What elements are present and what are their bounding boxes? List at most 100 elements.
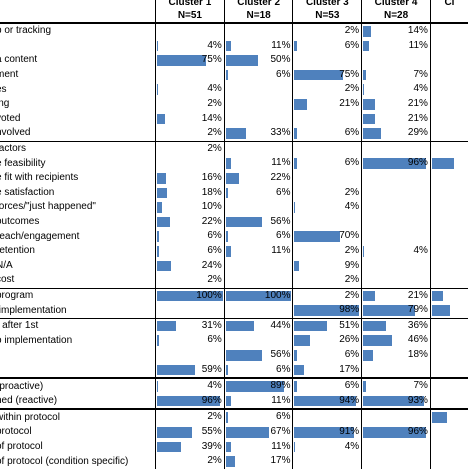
row-label: program [0,287,156,304]
cell-cluster-4: 21% [361,96,431,112]
row-label: of protocol [0,440,43,452]
percent-bar [294,350,297,361]
percent-label: 6% [344,380,360,392]
percent-label: 6% [344,349,360,361]
percent-label: 7% [413,68,428,80]
percent-label: 39% [201,440,222,452]
percent-label: 29% [407,127,428,139]
cell-cluster-4: 93% [361,393,431,410]
cell-cluster-4 [361,214,431,230]
table-row: p or tracking 2% 14% [0,23,468,39]
header-blank-2 [0,9,156,24]
percent-label: 75% [201,54,222,66]
table-row: a content 75% 50% [0,53,468,68]
cell-cluster-4: 36% [361,317,431,334]
percent-bar [431,305,451,316]
row-label: e feasibility [0,157,46,169]
percent-label: 70% [339,230,360,242]
cell-cluster-1 [155,303,225,319]
percent-bar [294,158,297,169]
cell-cluster-2 [223,111,293,127]
percent-label: 2% [207,274,222,286]
percent-label: 46% [407,334,428,346]
percent-label: 44% [270,319,291,331]
row-label: cost [0,274,15,286]
percent-label: 21% [407,97,428,109]
cell-cluster-3: 4% [292,439,362,455]
percent-bar [363,26,371,37]
table-row: e fit with recipients 16% 22% [0,170,468,186]
percent-label: 75% [339,68,360,80]
table-row: e feasibility 11% 6% 96% [0,156,468,171]
cell-cluster-3: 51% [292,317,362,334]
percent-bar [225,216,262,228]
percent-label: 6% [344,39,360,51]
percent-label: 2% [344,25,360,36]
percent-bar [157,260,172,272]
percent-bar [363,69,366,81]
percent-label: 7% [413,380,428,392]
cell-cluster-2: 89% [223,377,293,394]
percent-label: 2% [344,186,360,198]
percent-bar [157,395,221,407]
percent-label: 6% [276,230,291,242]
cell-cluster-5-cut [429,126,468,142]
cell-cluster-5-cut [429,23,468,39]
cell-cluster-4 [361,140,431,157]
percent-label: 100% [264,289,291,301]
cell-cluster-4 [361,53,431,68]
cell-cluster-2: 44% [223,317,293,334]
percent-bar [363,381,366,392]
percent-bar [157,55,206,66]
percent-label: 11% [271,39,291,51]
percent-bar [157,320,177,332]
cell-cluster-2: 11% [223,38,293,54]
cell-cluster-4: 21% [361,111,431,127]
percent-label: 91% [339,426,360,438]
cell-cluster-3: 2% [292,273,362,289]
cell-cluster-1: 14% [155,111,225,127]
table-row: nvolved 2% 33% 6% 29% [0,126,468,142]
percent-label: 93% [407,394,428,406]
cell-cluster-5-cut [429,273,468,289]
percent-label: 79% [407,304,428,316]
row-label: retention [0,245,35,257]
row-label: a content [0,54,38,66]
percent-label: 6% [344,127,360,139]
percent-label: 100% [196,289,222,301]
percent-label: 10% [201,201,222,213]
table-row: (proactive) 4% 89% 6% 7% [0,377,468,394]
row-label: protocol [0,426,32,438]
cell-cluster-4 [361,408,431,426]
cell-cluster-1: 2% [155,140,225,157]
percent-bar [225,381,285,392]
header-cluster-5-cut: Cl [429,0,468,9]
percent-bar [157,113,165,125]
cell-cluster-1: 4% [155,82,225,97]
percent-bar [157,187,168,199]
percent-bar [363,40,369,52]
header-n-4: N=28 [361,9,431,24]
percent-label: 4% [413,83,428,95]
percent-label: 6% [207,230,222,242]
cell-cluster-4 [361,258,431,274]
cell-cluster-4: 21% [361,287,431,304]
cell-cluster-2: 11% [223,439,293,455]
cell-cluster-3: 17% [292,362,362,379]
percent-label: 11% [271,440,291,452]
header-cluster-1: Cluster 1 [155,0,225,9]
cell-cluster-4: 7% [361,67,431,83]
percent-bar [157,441,182,453]
row-label: of protocol (condition specific) [0,455,129,467]
cell-cluster-1: 16% [155,170,225,186]
table-row: reach/engagement 6% 6% 70% [0,229,468,244]
cell-cluster-3: 2% [292,243,362,259]
percent-label: 21% [407,289,428,301]
percent-bar [363,350,374,361]
cell-cluster-2: 56% [223,348,293,363]
header-cluster-3: Cluster 3 [292,0,362,9]
table-row: of protocol 39% 11% 4% [0,439,468,455]
table-row: cost 2% 2% [0,273,468,289]
cell-cluster-4: 96% [361,156,431,171]
percent-label: 59% [201,363,222,375]
